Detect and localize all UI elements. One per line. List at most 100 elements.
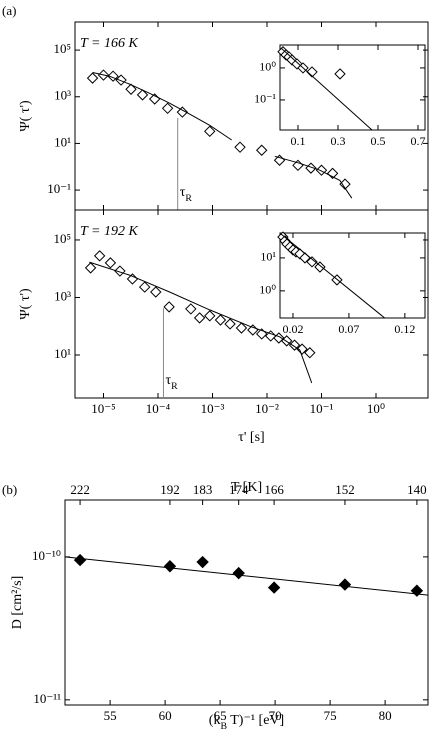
data-point	[304, 347, 316, 359]
x-axis-label-part: B	[220, 721, 227, 729]
y-tick-label: 10¹	[54, 346, 71, 361]
tau-label-part: R	[171, 381, 178, 392]
data-point	[176, 106, 189, 118]
x-tick-label: 0.3	[331, 134, 346, 148]
x-tick-label: 70	[269, 708, 282, 723]
x2-tick-label: 192	[160, 482, 180, 497]
panel-label: (a)	[2, 3, 16, 18]
fit-line	[89, 261, 313, 384]
plot-frame	[64, 499, 429, 706]
data-point	[306, 66, 318, 78]
x2-tick-label: 222	[70, 482, 90, 497]
x-tick-label: 75	[324, 708, 337, 723]
x-tick-label: 0.07	[338, 322, 359, 336]
x-tick-label: 65	[214, 708, 227, 723]
x-tick-label: 10⁻²	[255, 401, 279, 416]
data-point	[306, 256, 318, 268]
fit-line	[92, 72, 232, 141]
data-point	[115, 74, 127, 86]
data-point	[138, 281, 151, 293]
data-point	[196, 555, 209, 569]
data-point	[232, 566, 245, 580]
plot-frame	[279, 44, 426, 131]
x-tick-label: 10⁻⁵	[91, 401, 115, 416]
plot-frame	[279, 232, 426, 319]
data-point	[234, 141, 246, 153]
data-point	[224, 318, 236, 330]
data-point	[267, 581, 281, 594]
data-point	[338, 578, 352, 591]
data-point	[93, 250, 106, 262]
y-tick-label: 10³	[54, 288, 71, 303]
x-tick-label: 0.1	[291, 134, 306, 148]
x2-tick-label: 183	[193, 482, 213, 497]
data-point	[314, 261, 326, 273]
x-axis-label: τ' [s]	[238, 430, 264, 445]
y-tick-label: 10⁰	[259, 283, 276, 297]
data-point	[256, 144, 268, 156]
data-point	[286, 54, 298, 66]
x-axis-label-part: (k	[209, 713, 221, 728]
fit-line	[64, 556, 429, 596]
x2-tick-label: 152	[335, 482, 355, 497]
x2-axis-label: T [K]	[231, 480, 262, 495]
y-tick-label: 10⁻¹	[47, 181, 71, 196]
x-tick-label: 60	[159, 708, 172, 723]
data-point	[185, 303, 197, 315]
x-axis-label: (kB T)⁻¹ [eV]	[209, 713, 284, 729]
y-tick-label: 10¹	[260, 250, 276, 264]
fit-line	[280, 233, 386, 319]
x-tick-label: 0.12	[394, 322, 415, 336]
data-point	[334, 68, 346, 80]
data-point	[291, 58, 303, 70]
data-point	[214, 314, 227, 326]
data-point	[265, 330, 277, 342]
data-point	[114, 265, 126, 277]
data-point	[235, 322, 248, 334]
tau-label-part: τ	[180, 185, 186, 200]
x-tick-label: 55	[104, 708, 117, 723]
x-tick-label: 10⁰	[367, 401, 385, 416]
data-point	[204, 125, 216, 138]
y-tick-label: 10³	[54, 88, 71, 103]
data-point	[84, 262, 97, 274]
y-axis-label: Ψ( τ')	[18, 100, 33, 132]
data-point	[296, 343, 308, 355]
y-tick-label: 10⁻¹¹	[33, 691, 61, 706]
fit-line	[274, 155, 353, 199]
fit-line	[280, 47, 373, 131]
data-point	[104, 257, 117, 269]
data-point	[163, 560, 177, 573]
tau-label-part: R	[185, 193, 192, 204]
y-tick-label: 10⁰	[259, 60, 276, 74]
x-tick-label: 10⁻¹	[310, 401, 334, 416]
data-point	[126, 273, 139, 285]
x-tick-label: 10⁻⁴	[146, 401, 171, 416]
x-tick-label: 0.7	[411, 134, 426, 148]
data-point	[125, 83, 137, 95]
x-tick-label: 10⁻³	[201, 401, 225, 416]
tau-label: τR	[180, 185, 193, 204]
y-tick-label: 10⁻¹	[254, 92, 276, 106]
data-point	[86, 72, 99, 84]
tau-label-part: τ	[165, 373, 171, 388]
x-axis-label-part: T)⁻¹ [eV]	[227, 713, 284, 728]
data-point	[315, 164, 328, 176]
x-tick-label: 80	[379, 708, 392, 723]
plot-frame	[74, 209, 429, 399]
tau-label: τR	[165, 373, 178, 392]
x2-tick-label: 174	[229, 482, 249, 497]
y-tick-label: 10¹	[54, 134, 71, 149]
y-axis-label: D [cm²/s]	[10, 576, 25, 630]
x2-tick-label: 140	[407, 482, 427, 497]
y-tick-label: 10⁻¹⁰	[32, 548, 61, 563]
panel-label: (b)	[2, 482, 17, 497]
y-axis-label: Ψ( τ')	[18, 288, 33, 320]
x-tick-label: 0.5	[371, 134, 386, 148]
data-point	[193, 312, 206, 324]
annotation: T = 192 K	[80, 224, 138, 239]
data-point	[163, 301, 175, 313]
x2-tick-label: 166	[264, 482, 284, 497]
x-tick-label: 0.02	[282, 322, 303, 336]
